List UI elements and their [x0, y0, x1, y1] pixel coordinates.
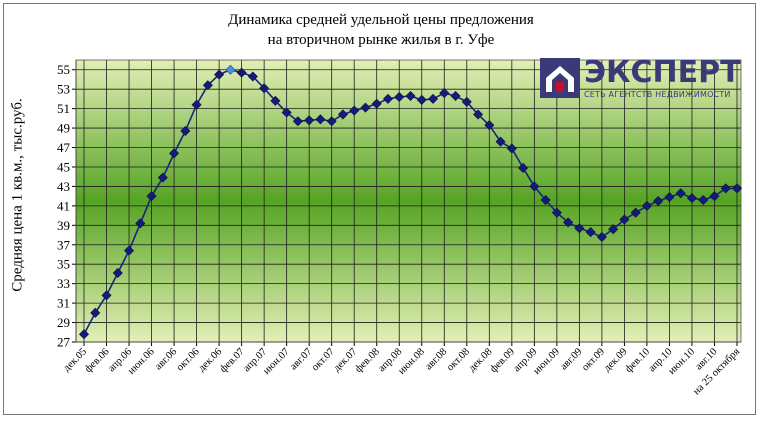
data-point: [315, 114, 326, 125]
data-point: [180, 125, 191, 137]
y-tick-label: 39: [57, 218, 70, 233]
y-tick-label: 33: [57, 276, 70, 291]
data-point: [202, 80, 213, 91]
data-point: [439, 88, 450, 99]
data-point: [484, 120, 495, 131]
data-point: [236, 67, 247, 78]
data-point: [304, 115, 315, 126]
x-tick-label: окт.08: [445, 346, 472, 373]
data-point: [720, 183, 731, 194]
data-point: [709, 191, 720, 202]
data-point: [585, 227, 596, 238]
y-tick-label: 47: [57, 140, 71, 155]
x-tick-label: авг.06: [153, 346, 179, 372]
data-point: [90, 307, 101, 318]
data-point: [506, 143, 517, 154]
data-point: [349, 105, 360, 116]
data-point: [281, 107, 292, 118]
data-point: [608, 224, 619, 235]
data-point: [731, 183, 743, 194]
data-point: [427, 93, 439, 104]
data-point: [292, 116, 303, 127]
y-tick-label: 45: [57, 159, 70, 174]
data-point: [698, 195, 709, 206]
data-point: [518, 162, 529, 173]
x-tick-label: фев.08: [353, 346, 382, 375]
x-tick-label: фев.06: [83, 346, 112, 375]
data-point: [540, 195, 551, 206]
data-point: [416, 94, 427, 105]
data-point: [326, 116, 337, 127]
data-point: [259, 83, 270, 94]
data-point: [495, 136, 506, 147]
data-point: [574, 223, 585, 234]
plot-area: [76, 60, 741, 342]
y-tick-label: 53: [57, 82, 70, 97]
data-point: [596, 231, 607, 243]
data-point: [124, 245, 135, 256]
logo-word: ЭКСПЕРТ: [584, 55, 741, 90]
data-point: [247, 71, 258, 82]
logo-mark-icon: [540, 58, 580, 98]
y-tick-label: 27: [57, 335, 71, 350]
logo-tagline: СЕТЬ АГЕНТСТВ НЕДВИЖИМОСТИ: [584, 90, 731, 99]
data-point: [630, 207, 641, 218]
x-tick-label: авг.08: [423, 346, 449, 372]
data-point: [675, 188, 686, 199]
y-tick-label: 41: [57, 198, 70, 213]
data-point: [382, 93, 394, 104]
y-tick-label: 31: [57, 296, 70, 311]
x-tick-label: фев.09: [488, 346, 517, 375]
data-point: [337, 109, 348, 120]
data-point: [157, 172, 168, 183]
data-point: [146, 191, 157, 202]
data-point: [78, 329, 90, 340]
data-point: [653, 195, 664, 207]
data-point: [394, 91, 405, 102]
data-point: [135, 218, 146, 229]
x-tick-label: фев.07: [218, 346, 247, 375]
data-point: [214, 69, 225, 80]
x-tick-label: фев.10: [623, 346, 652, 375]
data-point: [101, 290, 112, 301]
data-point: [450, 90, 461, 102]
y-tick-label: 55: [57, 62, 70, 77]
data-point: [551, 207, 562, 218]
x-tick-label: авг.09: [558, 346, 584, 372]
data-point: [461, 96, 472, 107]
data-point: [664, 192, 675, 203]
x-tick-label: авг.07: [288, 346, 314, 372]
x-tick-label: окт.09: [580, 346, 607, 373]
y-tick-label: 35: [57, 257, 70, 272]
y-tick-label: 51: [57, 101, 70, 116]
y-tick-label: 29: [57, 315, 70, 330]
y-tick-label: 37: [57, 237, 71, 252]
data-point: [169, 148, 180, 159]
y-tick-label: 43: [57, 179, 70, 194]
x-tick-label: окт.06: [175, 346, 202, 373]
y-tick-label: 49: [57, 121, 70, 136]
data-point: [619, 214, 630, 225]
plot-border: [75, 59, 742, 343]
data-point: [112, 267, 123, 278]
data-point: [473, 109, 484, 120]
data-point: [360, 102, 371, 113]
chart-title-line-2: на вторичном рынке жилья в г. Уфе: [267, 32, 495, 48]
data-point: [641, 200, 652, 211]
data-point-peak: [225, 64, 236, 75]
x-tick-label: окт.07: [310, 346, 337, 373]
data-point: [405, 90, 416, 102]
data-point: [686, 193, 697, 204]
data-point: [371, 98, 382, 109]
data-point: [270, 95, 281, 106]
chart-title-line-1: Динамика средней удельной цены предложен…: [228, 12, 534, 28]
company-logo: ЭКСПЕРТ СЕТЬ АГЕНТСТВ НЕДВИЖИМОСТИ: [540, 55, 741, 100]
data-point: [529, 181, 540, 192]
chart-title: Динамика средней удельной цены предложен…: [0, 10, 762, 50]
data-point: [563, 217, 574, 228]
data-point: [191, 99, 202, 110]
